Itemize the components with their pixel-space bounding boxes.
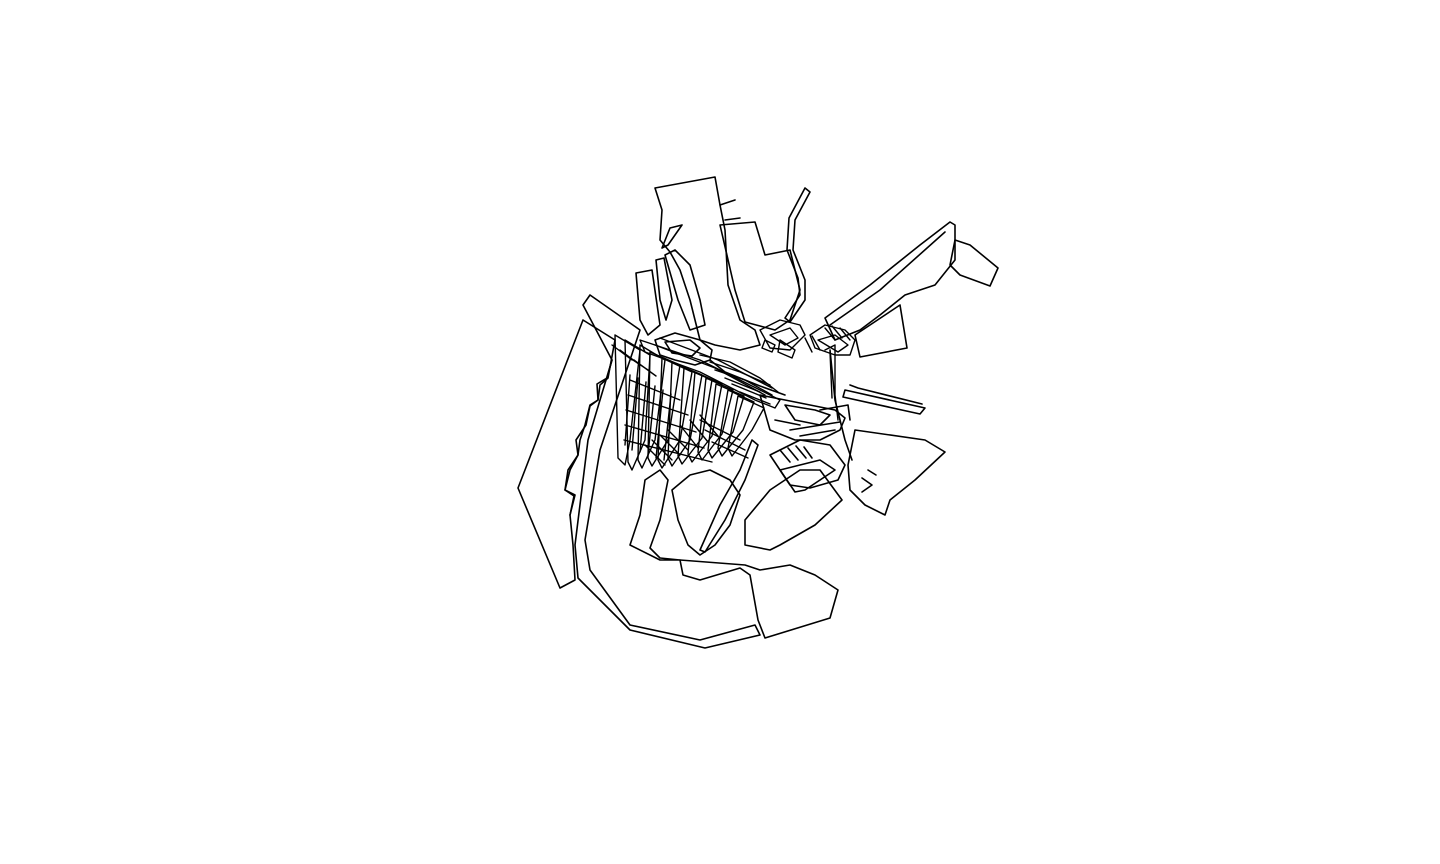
central-east-lines bbox=[774, 419, 841, 437]
north-river-band bbox=[784, 187, 811, 323]
central-dense-grid bbox=[611, 334, 781, 471]
connector-center bbox=[709, 359, 786, 396]
south-polygon-5 bbox=[769, 439, 846, 489]
north-small-line bbox=[719, 199, 741, 221]
east-inner-marks bbox=[861, 469, 877, 493]
north-east-inner-line bbox=[829, 231, 946, 326]
north-polygon-1 bbox=[654, 176, 761, 351]
western-stepped-edge bbox=[564, 359, 613, 516]
north-central-cluster bbox=[759, 319, 856, 421]
north-east-tab bbox=[949, 239, 999, 287]
central-top-blob-inner bbox=[664, 339, 701, 357]
south-polygon-4 bbox=[629, 469, 681, 561]
north-west-sliver bbox=[635, 269, 661, 336]
north-narrow-strip bbox=[664, 249, 706, 331]
western-polygon bbox=[517, 319, 616, 589]
south-polygon-7 bbox=[779, 459, 836, 493]
north-west-strip bbox=[655, 257, 673, 321]
south-polygon-6 bbox=[699, 439, 759, 553]
north-small-tab bbox=[661, 224, 683, 249]
south-polygon-3 bbox=[671, 469, 741, 556]
north-east-lower bbox=[854, 304, 908, 358]
western-crescent-outer bbox=[574, 294, 761, 649]
map-outlines bbox=[517, 176, 999, 649]
east-polygon-strip-2 bbox=[849, 384, 923, 405]
east-polygon-strip bbox=[842, 389, 926, 415]
central-east-inner bbox=[784, 404, 831, 426]
connector-north-south bbox=[829, 349, 853, 461]
central-east-complex bbox=[759, 394, 846, 441]
south-polygon-1 bbox=[679, 559, 839, 639]
east-large-polygon bbox=[847, 429, 946, 516]
central-east-details bbox=[779, 445, 813, 463]
south-polygon-2 bbox=[744, 469, 843, 551]
connector-east bbox=[819, 404, 851, 421]
north-polygon-2 bbox=[719, 221, 801, 331]
north-east-wedge bbox=[824, 221, 956, 341]
